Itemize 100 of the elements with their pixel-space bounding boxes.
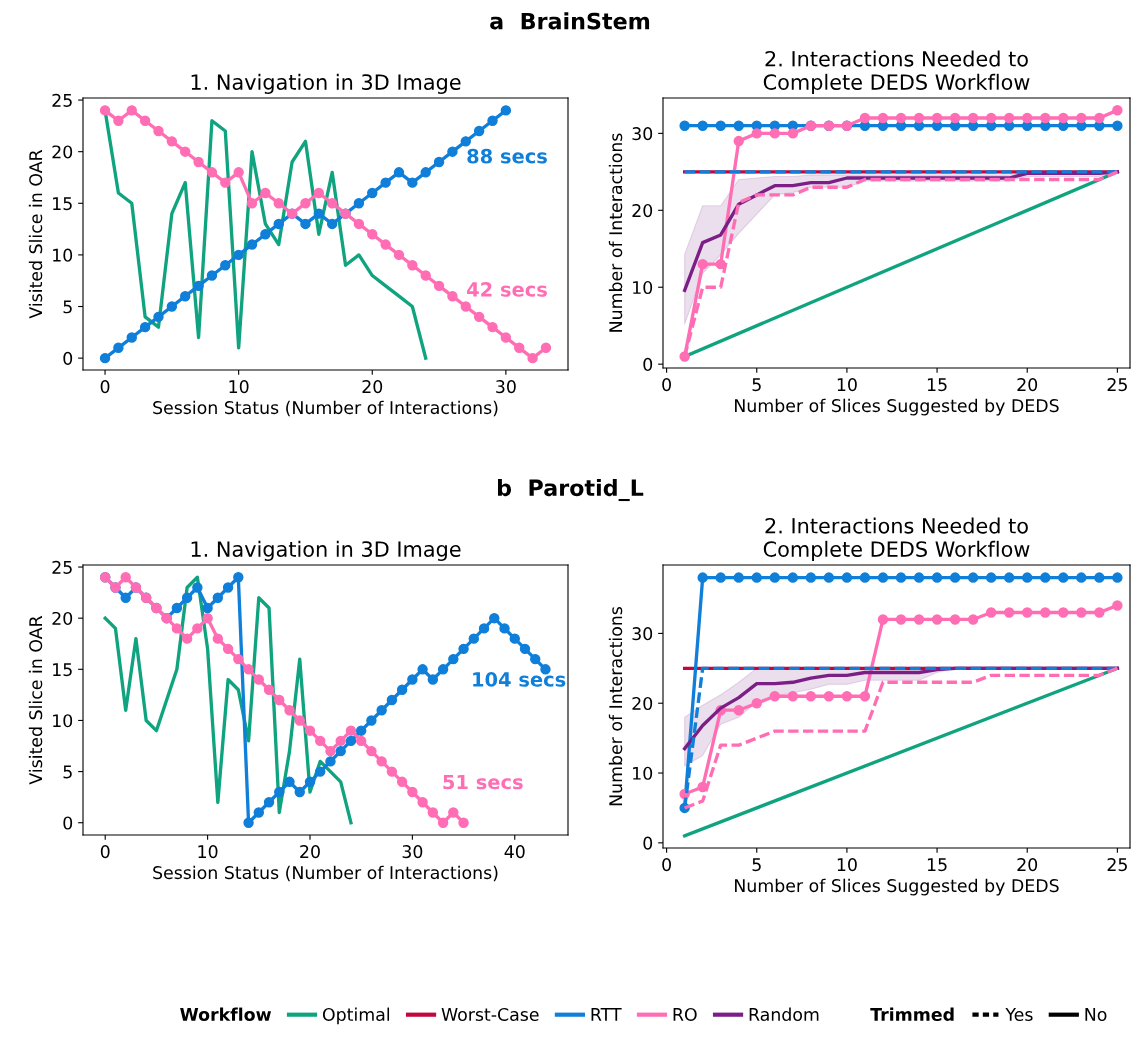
- point: [1112, 105, 1123, 116]
- point: [180, 146, 191, 157]
- point: [805, 572, 817, 583]
- point: [355, 735, 367, 747]
- text: No: [1085, 1008, 1107, 1022]
- x-tick-label: 30: [496, 380, 516, 394]
- point: [417, 664, 428, 675]
- point: [1003, 112, 1015, 124]
- point: [212, 592, 224, 603]
- point: [294, 715, 305, 726]
- y-tick-label: 20: [52, 145, 73, 159]
- text: a BrainStem: [490, 12, 650, 30]
- y-axis-title: Visited Slice in OAR: [28, 615, 43, 785]
- point: [243, 664, 254, 675]
- point: [519, 643, 531, 655]
- point: [823, 691, 835, 702]
- point: [313, 187, 325, 199]
- y-tick-label: 15: [53, 663, 72, 677]
- point: [113, 115, 124, 126]
- point: [437, 817, 449, 828]
- point: [499, 623, 510, 634]
- point: [366, 745, 377, 757]
- y-tick-label: 5: [63, 765, 72, 779]
- point: [202, 612, 213, 624]
- point: [895, 614, 907, 625]
- point: [427, 807, 439, 818]
- point: [751, 572, 762, 583]
- point: [233, 572, 244, 583]
- point: [325, 756, 336, 767]
- y-tick-label: 5: [63, 300, 72, 314]
- point: [1112, 600, 1123, 611]
- point: [487, 115, 498, 126]
- y-tick-label: 0: [643, 357, 653, 371]
- point: [335, 745, 346, 757]
- point: [294, 786, 305, 798]
- point: [181, 633, 193, 644]
- point: [489, 612, 500, 624]
- chart-title: 2. Interactions Needed to Complete DEDS Workflow: [763, 50, 1030, 94]
- point: [315, 766, 326, 777]
- point: [304, 776, 316, 788]
- point: [315, 735, 326, 747]
- point: [407, 177, 418, 188]
- point: [895, 572, 907, 583]
- point: [841, 572, 853, 583]
- point: [985, 572, 997, 583]
- text: Trimmed: [870, 1007, 954, 1022]
- point: [325, 745, 336, 757]
- point: [473, 311, 485, 323]
- point: [126, 332, 137, 343]
- point: [246, 198, 258, 209]
- point: [166, 136, 178, 147]
- point: [841, 691, 853, 702]
- y-tick-label: 20: [632, 696, 653, 711]
- y-tick-label: 30: [632, 127, 653, 141]
- point: [1112, 120, 1123, 131]
- point: [751, 698, 762, 709]
- point: [345, 735, 357, 747]
- y-tick-label: 0: [63, 351, 73, 365]
- point: [304, 725, 316, 736]
- point: [1022, 112, 1033, 124]
- point: [949, 614, 961, 625]
- point: [126, 105, 137, 116]
- chart-title: 2. Interactions Needed to Complete DEDS Workflow: [763, 517, 1030, 561]
- x-tick-label: 10: [837, 378, 857, 392]
- point: [473, 125, 485, 137]
- point: [113, 342, 124, 354]
- point: [895, 112, 907, 124]
- y-tick-label: 0: [643, 836, 653, 850]
- point: [967, 572, 979, 583]
- point: [246, 239, 258, 250]
- point: [460, 301, 471, 312]
- x-tick-label: 20: [362, 380, 383, 394]
- point: [448, 807, 459, 818]
- point: [877, 572, 889, 583]
- point: [222, 582, 234, 593]
- point: [253, 807, 265, 818]
- point: [233, 249, 244, 261]
- point: [697, 258, 708, 270]
- point: [715, 572, 726, 583]
- point: [931, 614, 943, 625]
- point: [509, 633, 520, 644]
- point: [274, 694, 285, 706]
- point: [1058, 112, 1069, 124]
- y-tick-label: 10: [53, 248, 73, 262]
- point: [313, 208, 325, 219]
- point: [355, 725, 367, 736]
- point: [1003, 607, 1015, 618]
- point: [913, 572, 925, 583]
- point: [284, 776, 295, 788]
- point: [263, 797, 275, 808]
- point: [949, 112, 961, 124]
- x-tick-label: 0: [662, 858, 671, 872]
- point: [1076, 607, 1087, 618]
- point: [180, 290, 191, 302]
- point: [335, 735, 346, 747]
- point: [353, 198, 365, 209]
- point: [1058, 572, 1069, 583]
- point: [181, 592, 193, 603]
- point: [386, 694, 398, 706]
- point: [326, 218, 338, 230]
